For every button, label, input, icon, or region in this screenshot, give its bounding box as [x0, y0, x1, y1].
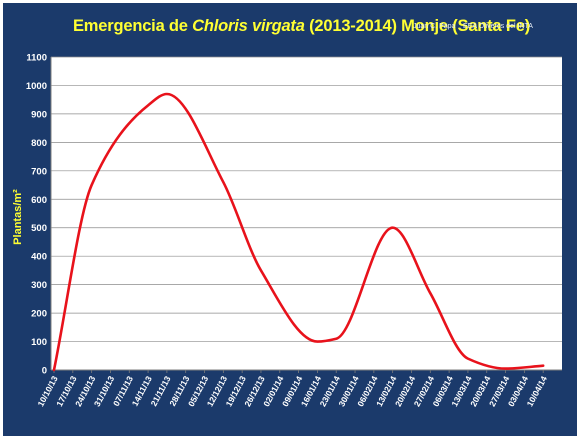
y-tick-label: 100: [31, 337, 47, 348]
y-tick-label: 0: [42, 366, 47, 377]
chart-title-suffix: (2013-2014) Monje (Santa Fe): [304, 17, 530, 35]
author-credit: Juan C. Papa: [413, 23, 456, 30]
chart-title: Emergencia de Chloris virgata (2013-2014…: [73, 17, 530, 36]
y-tick-label: 200: [31, 309, 47, 320]
emergence-series-line: [52, 92, 545, 372]
chart-title-prefix: Emergencia de: [73, 17, 193, 35]
plot-area: [51, 57, 562, 370]
y-tick-label: 1100: [26, 53, 47, 64]
y-tick-label: 300: [31, 280, 47, 291]
y-tick-label: 500: [31, 223, 47, 234]
y-tick-label: 800: [31, 138, 47, 149]
y-axis-label: Plantas/m²: [12, 189, 24, 245]
y-tick-label: 700: [31, 166, 47, 177]
y-tick-label: 400: [31, 252, 47, 263]
y-tick-label: 900: [31, 109, 47, 120]
y-tick-label: 1000: [26, 81, 47, 92]
x-tick-labels: 10/10/1317/10/1324/10/1331/10/1307/11/13…: [35, 370, 549, 408]
title-row: Emergencia de Chloris virgata (2013-2014…: [3, 17, 580, 43]
y-tick-label: 600: [31, 195, 47, 206]
chart-title-species: Chloris virgata: [192, 17, 305, 35]
y-tick-labels: 0 100 200 300 400 500 600 700 800 900 1000 1100: [26, 53, 47, 377]
line-chart: 0 100 200 300 400 500 600 700 800 900 1000 1100 10/…: [12, 53, 562, 408]
gridlines: [50, 56, 562, 371]
organization-credit: EEA Oliveros del INTA: [463, 23, 533, 30]
